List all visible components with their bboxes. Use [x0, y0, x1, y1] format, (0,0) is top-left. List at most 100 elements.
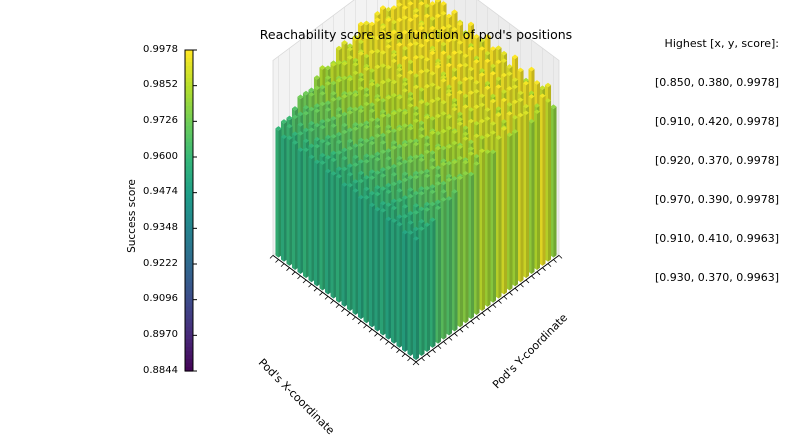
bar3d: [313, 75, 321, 80]
bar3d: [324, 65, 332, 70]
bar3d: [412, 138, 420, 143]
bar3d: [357, 178, 365, 184]
x-axis-tick: [346, 312, 351, 317]
colorbar-segment: [185, 70, 193, 75]
bar3d: [319, 118, 326, 124]
bar3d: [374, 35, 381, 41]
colorbar-segment: [185, 266, 193, 272]
bar3d: [385, 129, 392, 134]
bar3d: [451, 140, 458, 146]
bar3d: [401, 229, 409, 235]
bar3d: [335, 150, 343, 155]
bar3d: [341, 75, 348, 81]
highest-row: [0.920, 0.370, 0.9978]: [654, 154, 779, 167]
bar3d: [388, 218, 392, 340]
bar3d: [352, 154, 359, 160]
bar3d: [396, 67, 403, 72]
bar3d: [467, 66, 475, 72]
bar3d: [489, 63, 497, 69]
bar3d: [341, 122, 348, 128]
bar3d: [374, 117, 381, 122]
bar3d: [390, 163, 398, 169]
bar3d: [368, 49, 376, 54]
bar3d: [434, 85, 442, 90]
bar3d: [368, 21, 376, 27]
bar3d: [286, 123, 293, 129]
bar3d: [401, 29, 409, 35]
bar3d: [476, 163, 480, 316]
colorbar-segment: [185, 82, 193, 87]
bar3d: [528, 66, 535, 72]
bar3d: [429, 217, 436, 222]
bar3d: [429, 98, 436, 104]
bar3d: [379, 30, 387, 35]
bar3d: [522, 80, 530, 86]
bar3d: [330, 157, 337, 163]
bar3d: [291, 142, 295, 270]
y-axis-tick: [498, 300, 502, 304]
bar3d: [484, 50, 491, 56]
bar3d: [374, 17, 381, 23]
bar3d: [341, 40, 348, 45]
bar3d: [368, 154, 376, 159]
y-axis-tick: [443, 341, 447, 345]
bar3d: [533, 103, 541, 108]
bar3d: [440, 199, 444, 340]
bar3d: [363, 20, 370, 26]
bar3d: [500, 72, 508, 78]
bar3d: [489, 121, 497, 126]
bar3d: [440, 25, 447, 31]
bar3d: [416, 238, 420, 361]
bar3d: [407, 123, 414, 128]
bar3d: [401, 45, 409, 51]
bar3d: [418, 126, 425, 132]
bar3d: [357, 39, 365, 44]
bar3d: [478, 150, 482, 311]
bar3d: [374, 11, 381, 16]
bar3d: [445, 196, 453, 201]
bar3d: [302, 90, 310, 96]
bar3d: [319, 91, 326, 96]
bar3d: [385, 77, 392, 83]
colorbar-tick-label: 0.9852: [143, 79, 178, 90]
bar3d: [473, 161, 480, 166]
bar3d: [493, 151, 497, 303]
colorbar-segment: [185, 142, 193, 147]
bar3d: [434, 199, 442, 205]
bar3d: [511, 99, 519, 104]
bar3d: [363, 153, 370, 158]
bar3d: [374, 97, 381, 103]
y-axis-tick: [509, 292, 513, 296]
colorbar-segment: [185, 218, 193, 224]
bar3d: [313, 161, 317, 287]
bar3d: [440, 71, 447, 76]
x-axis-tick: [357, 320, 362, 325]
bar3d: [306, 149, 310, 279]
chart-figure: Reachability score as a function of pod'…: [126, 0, 779, 437]
bar3d: [478, 38, 486, 43]
bar3d: [544, 100, 548, 262]
bar3d: [478, 102, 486, 107]
bar3d: [511, 131, 515, 287]
bar3d: [498, 137, 502, 299]
bar3d: [319, 101, 326, 107]
bar3d: [456, 49, 464, 55]
bar3d: [429, 165, 436, 170]
bar3d: [429, 184, 436, 189]
bar3d: [412, 13, 420, 18]
bar3d: [407, 175, 414, 180]
bar3d: [379, 200, 387, 206]
bar3d: [500, 50, 508, 56]
colorbar-segment: [185, 206, 193, 212]
bar3d: [390, 172, 398, 177]
y-axis-tick: [415, 361, 420, 366]
bar3d: [335, 166, 343, 171]
bar3d: [517, 112, 524, 118]
y-axis-tick: [536, 271, 541, 276]
bar3d: [313, 136, 321, 142]
bar3d: [412, 174, 420, 180]
bar3d: [311, 156, 315, 283]
x-axis-tick: [291, 271, 296, 276]
colorbar-segment: [185, 358, 193, 364]
colorbar-segment: [185, 214, 193, 220]
